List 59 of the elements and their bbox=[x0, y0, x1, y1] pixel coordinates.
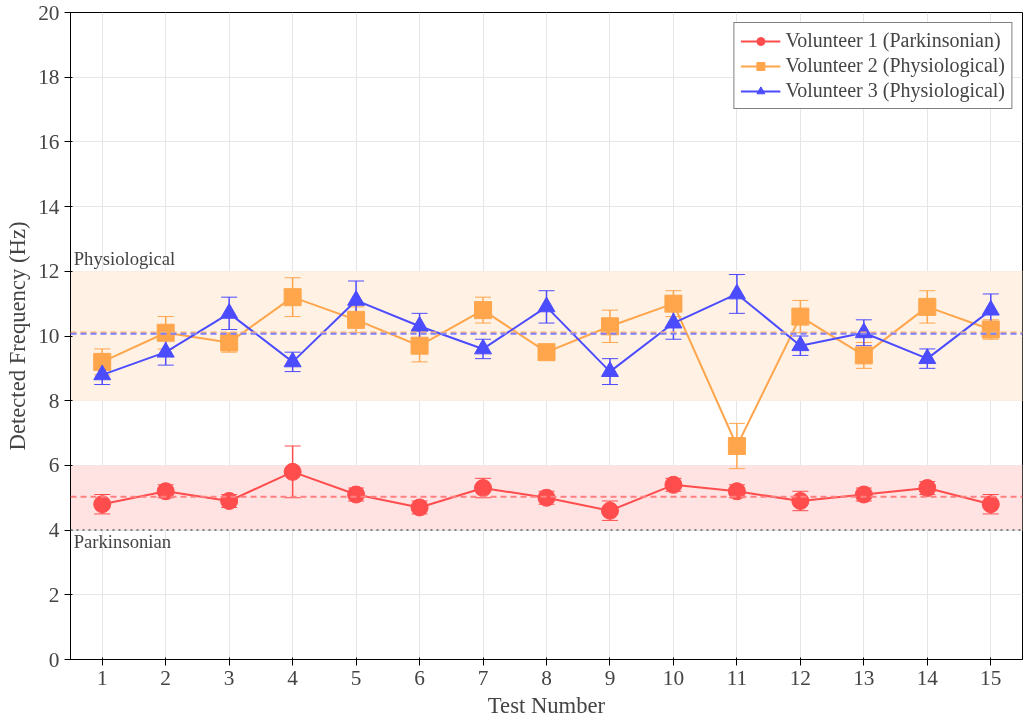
point bbox=[283, 288, 302, 307]
point bbox=[537, 343, 556, 362]
y-tick-label: 12 bbox=[38, 259, 60, 284]
point bbox=[664, 312, 683, 329]
y-tick-label: 20 bbox=[38, 0, 60, 25]
y-axis-title: Detected Frequency (Hz) bbox=[5, 221, 31, 451]
point bbox=[93, 364, 112, 381]
y-tick-label: 14 bbox=[38, 194, 60, 219]
point bbox=[283, 351, 302, 368]
point bbox=[410, 315, 429, 332]
point bbox=[664, 294, 683, 313]
point bbox=[727, 283, 746, 300]
point bbox=[474, 338, 493, 355]
x-tick-label: 12 bbox=[789, 665, 812, 690]
y-tick-label: 0 bbox=[48, 647, 60, 672]
x-tick-label: 2 bbox=[160, 665, 172, 690]
point bbox=[283, 462, 302, 481]
x-tick-label: 15 bbox=[980, 665, 1002, 690]
point bbox=[981, 299, 1000, 316]
x-tick-label: 6 bbox=[414, 665, 426, 690]
x-tick-label: 1 bbox=[96, 665, 108, 690]
point bbox=[220, 303, 239, 319]
x-tick-label: 13 bbox=[853, 665, 875, 690]
y-tick-label: 2 bbox=[48, 582, 60, 607]
x-tick-label: 8 bbox=[541, 665, 552, 690]
point bbox=[854, 346, 873, 365]
x-axis-title: Test Number bbox=[487, 692, 606, 718]
x-tick-label: 7 bbox=[477, 665, 489, 690]
point bbox=[600, 361, 619, 377]
point bbox=[347, 290, 366, 306]
x-tick-label: 9 bbox=[604, 665, 616, 690]
y-tick-label: 16 bbox=[38, 129, 60, 154]
point bbox=[791, 335, 810, 352]
x-tick-label: 4 bbox=[287, 665, 299, 690]
point bbox=[156, 341, 175, 358]
band-label: Physiological bbox=[73, 248, 176, 270]
point bbox=[537, 296, 556, 313]
legend-label: Volunteer 2 (Physiological) bbox=[785, 54, 1005, 77]
y-tick-label: 18 bbox=[38, 65, 60, 90]
x-tick-label: 10 bbox=[662, 665, 685, 690]
y-tick-label: 10 bbox=[38, 324, 60, 348]
legend-label: Volunteer 3 (Physiological) bbox=[785, 79, 1005, 102]
point bbox=[791, 307, 810, 326]
point bbox=[347, 310, 366, 329]
x-tick-label: 3 bbox=[223, 665, 235, 690]
point bbox=[93, 352, 112, 371]
point bbox=[918, 297, 937, 316]
legend-label: Volunteer 1 (Parkinsonian) bbox=[785, 29, 1001, 52]
x-tick-label: 14 bbox=[916, 665, 939, 690]
point bbox=[918, 348, 937, 365]
x-tick-label: 5 bbox=[350, 665, 362, 690]
point bbox=[727, 436, 746, 455]
x-tick-label: 11 bbox=[726, 665, 748, 690]
band-label: Parkinsonian bbox=[73, 531, 172, 553]
y-tick-label: 6 bbox=[48, 453, 60, 478]
y-tick-label: 8 bbox=[48, 388, 60, 413]
y-tick-label: 4 bbox=[48, 518, 60, 543]
point bbox=[474, 301, 493, 320]
point bbox=[410, 336, 429, 355]
